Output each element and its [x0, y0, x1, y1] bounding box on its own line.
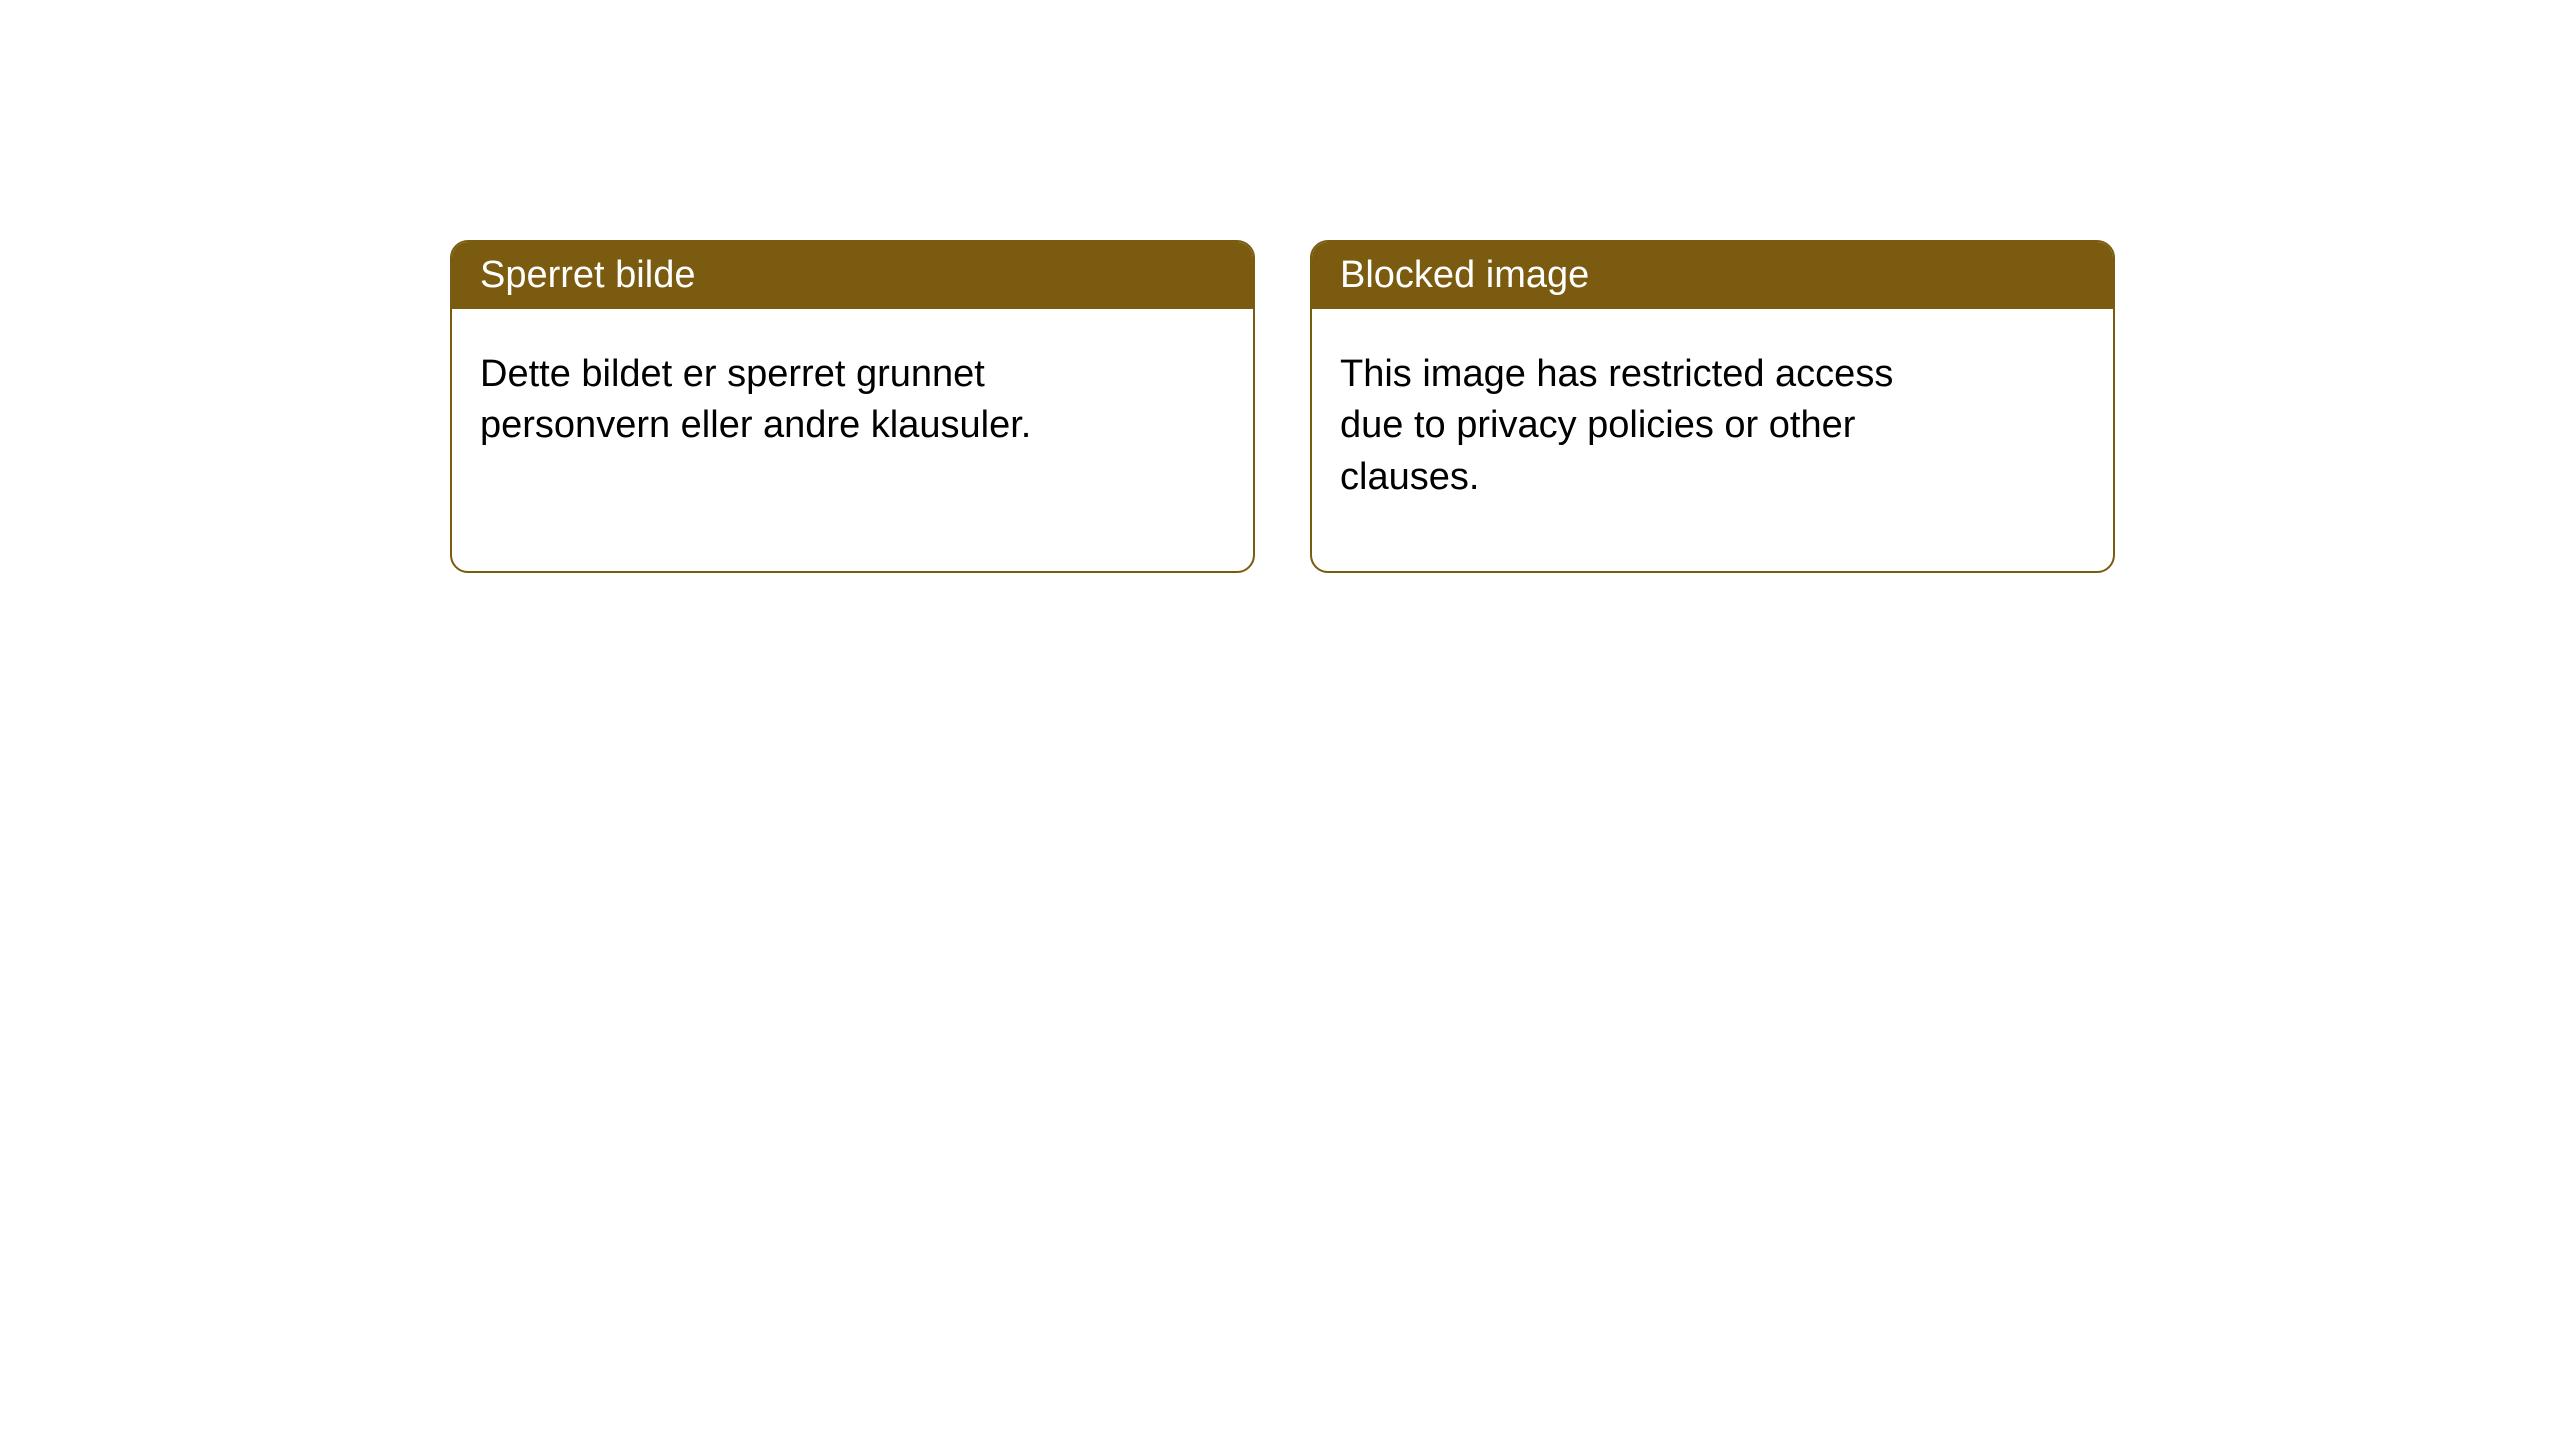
notice-body: Dette bildet er sperret grunnet personve… — [452, 309, 1132, 492]
notice-header-text: Blocked image — [1340, 254, 1589, 296]
notice-header: Sperret bilde — [452, 242, 1253, 309]
notice-body: This image has restricted access due to … — [1312, 309, 1992, 543]
notice-card-english: Blocked image This image has restricted … — [1310, 240, 2115, 573]
notice-container: Sperret bilde Dette bildet er sperret gr… — [0, 0, 2560, 573]
notice-body-text: Dette bildet er sperret grunnet personve… — [480, 353, 1031, 446]
notice-body-text: This image has restricted access due to … — [1340, 353, 1893, 498]
notice-header: Blocked image — [1312, 242, 2113, 309]
notice-header-text: Sperret bilde — [480, 254, 695, 296]
notice-card-norwegian: Sperret bilde Dette bildet er sperret gr… — [450, 240, 1255, 573]
